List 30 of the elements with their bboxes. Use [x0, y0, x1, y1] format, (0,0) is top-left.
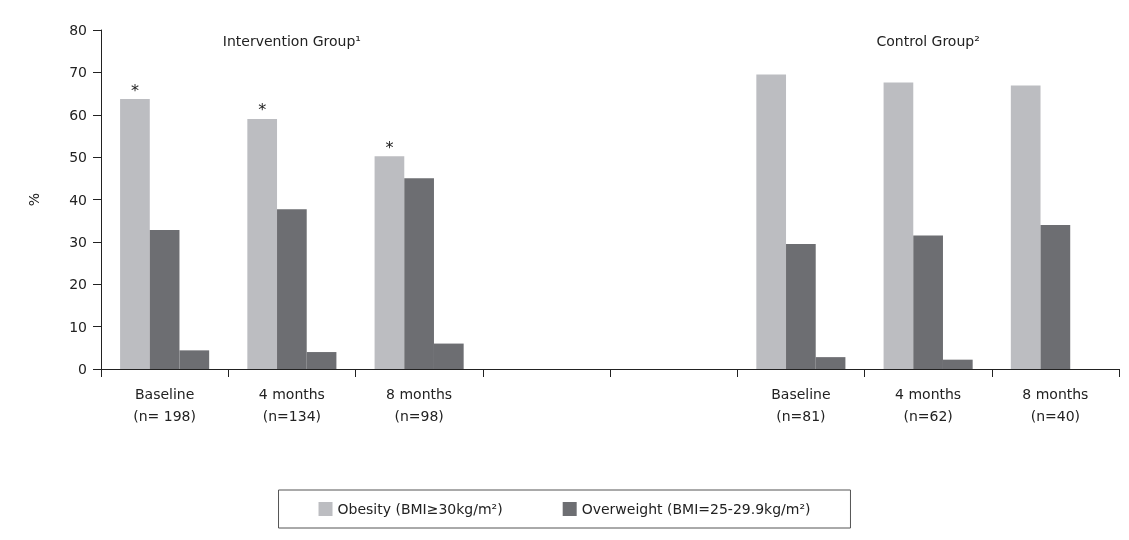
x-tick-label: 8 months (n=98) — [386, 386, 453, 424]
y-axis-title: % — [26, 192, 42, 207]
y-tick-label: 20 — [69, 276, 87, 293]
annotation: Intervention Group¹ — [222, 33, 361, 49]
bar — [1040, 224, 1071, 369]
y-tick-label: 60 — [69, 106, 87, 123]
y-tick-label: 30 — [69, 233, 87, 250]
x-tick-label: 4 months (n=62) — [895, 386, 962, 424]
annotation: Control Group² — [876, 33, 980, 49]
x-tick-label: 4 months (n=134) — [258, 386, 325, 424]
y-tick-label: 50 — [69, 149, 87, 166]
x-tick-label: 8 months (n=40) — [1022, 386, 1089, 424]
bar — [1010, 85, 1041, 369]
y-tick-label: 40 — [69, 191, 87, 208]
bar — [883, 82, 914, 369]
legend-label: Overweight (BMI=25-29.9kg/m²) — [581, 501, 811, 517]
bar — [756, 74, 787, 369]
data-label: * — [258, 100, 267, 120]
bar — [120, 99, 150, 369]
x-tick-label: Baseline (n=81) — [771, 386, 831, 424]
y-tick-label: 10 — [69, 318, 87, 335]
x-tick-label: Baseline (n= 198) — [133, 386, 196, 424]
bar — [374, 156, 405, 369]
y-tick-label: 0 — [78, 361, 87, 377]
y-tick-label: 80 — [69, 22, 87, 38]
y-tick-label: 70 — [69, 64, 87, 81]
legend-label: Obesity (BMI≥30kg/m²) — [337, 501, 503, 517]
bar — [247, 118, 278, 369]
data-label: * — [385, 137, 394, 157]
data-label: * — [130, 80, 139, 100]
